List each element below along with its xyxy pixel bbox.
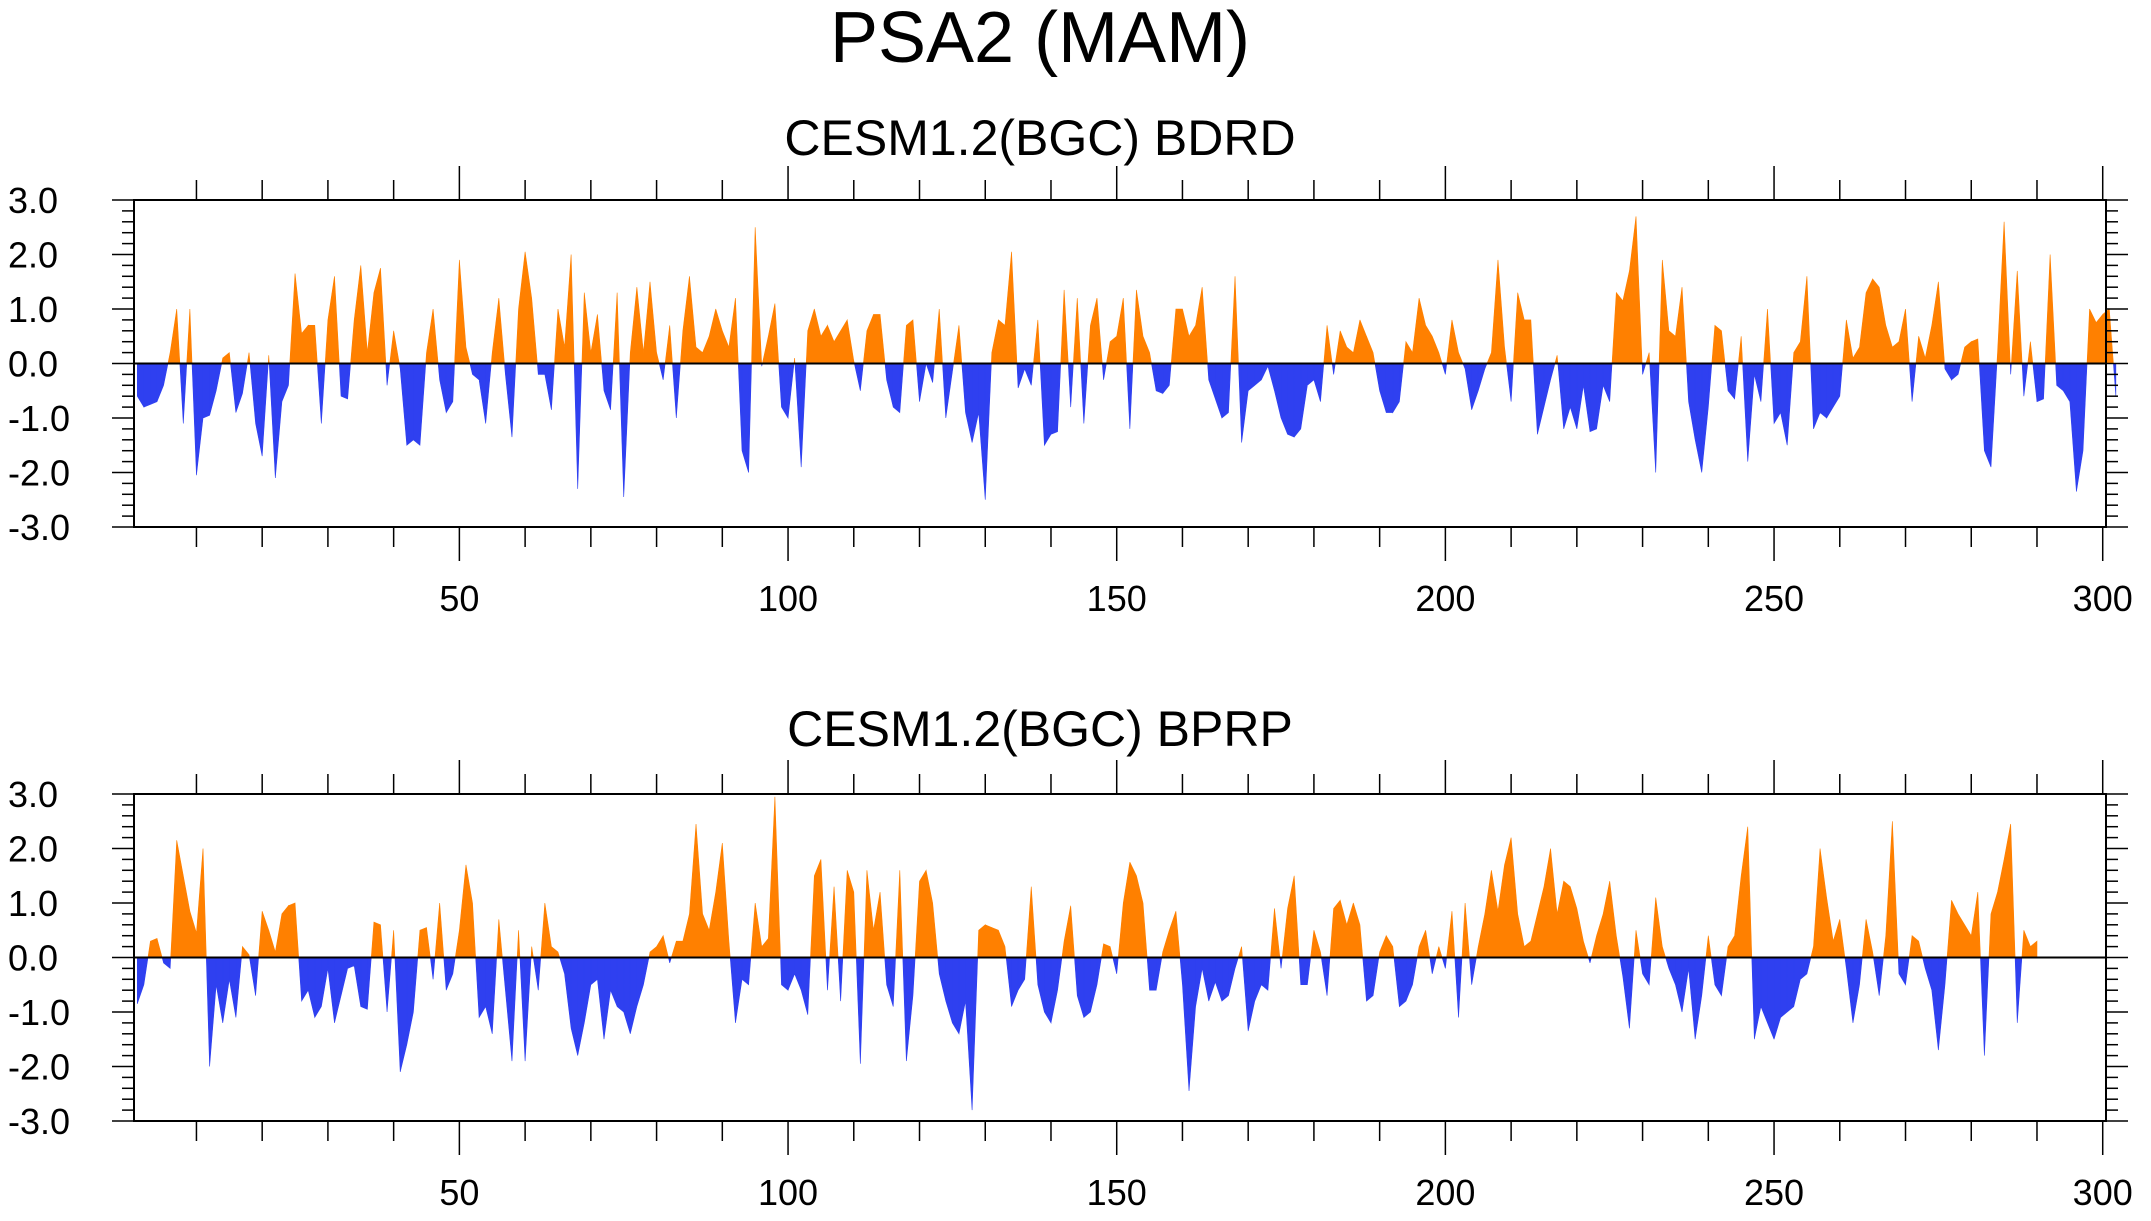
y-tick-label: 3.0	[8, 774, 58, 815]
panel-bdrd: CESM1.2(BGC) BDRD -3.0 -2.0 -1.0 0.0 1.0 2.0 3…	[8, 110, 2133, 619]
x-tick-label: 200	[1415, 1172, 1475, 1213]
positive-area	[167, 216, 2114, 364]
y-tick-label: 0.0	[8, 938, 58, 979]
y-tick-label: -1.0	[8, 398, 70, 439]
y-tick-label: 0.0	[8, 344, 58, 385]
x-tick-label: 300	[2073, 578, 2133, 619]
negative-area	[136, 957, 2023, 1111]
x-tick-label: 150	[1087, 578, 1147, 619]
x-tick-label: 200	[1415, 578, 1475, 619]
y-tick-label: 2.0	[8, 235, 58, 276]
y-tick-label: 2.0	[8, 829, 58, 870]
x-tick-label: 50	[439, 578, 479, 619]
positive-area	[147, 796, 2038, 958]
y-tick-label: -3.0	[8, 1101, 70, 1142]
x-tick-label: 50	[439, 1172, 479, 1213]
figure-title: PSA2 (MAM)	[830, 0, 1250, 78]
panel-title-bprp: CESM1.2(BGC) BPRP	[787, 701, 1293, 757]
x-tick-label: 250	[1744, 1172, 1804, 1213]
plot-area-bdrd: -3.0 -2.0 -1.0 0.0 1.0 2.0 3.0 50 100 150 200 250 30…	[8, 166, 2133, 619]
panel-title-bdrd: CESM1.2(BGC) BDRD	[784, 110, 1295, 166]
y-tick-label: -2.0	[8, 453, 70, 494]
panel-bprp: CESM1.2(BGC) BPRP -3.0 -2.0 -1.0 0.0 1.0 2.0 3…	[8, 701, 2133, 1213]
x-tick-label: 150	[1087, 1172, 1147, 1213]
y-tick-label: 1.0	[8, 289, 58, 330]
x-tick-label: 250	[1744, 578, 1804, 619]
y-tick-label: -1.0	[8, 992, 70, 1033]
negative-area	[136, 363, 2117, 500]
y-tick-label: 3.0	[8, 180, 58, 221]
y-tick-label: -3.0	[8, 507, 70, 548]
x-tick-label: 100	[758, 1172, 818, 1213]
x-tick-label: 300	[2073, 1172, 2133, 1213]
x-tick-label: 100	[758, 578, 818, 619]
y-tick-label: 1.0	[8, 883, 58, 924]
plot-area-bprp: -3.0 -2.0 -1.0 0.0 1.0 2.0 3.0 50 100 150 200 250 30…	[8, 760, 2133, 1213]
y-tick-label: -2.0	[8, 1047, 70, 1088]
